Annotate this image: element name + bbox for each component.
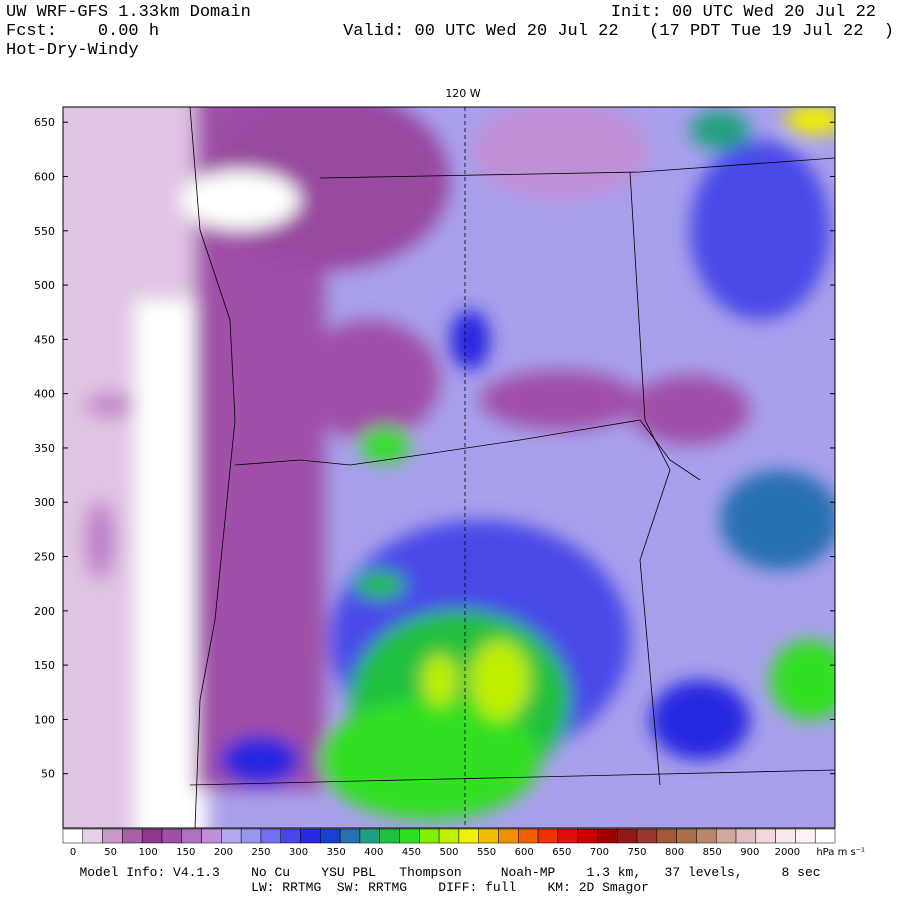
colorbar-swatch xyxy=(359,828,380,844)
colorbar-swatch xyxy=(814,828,836,844)
colorbar-label: 350 xyxy=(327,847,346,858)
colorbar-swatch xyxy=(696,828,717,844)
y-tick-label: 450 xyxy=(34,333,55,346)
colorbar-label: 0 xyxy=(70,847,76,858)
colorbar-swatch xyxy=(656,828,677,844)
y-tick-label: 150 xyxy=(34,659,55,672)
y-tick-label: 350 xyxy=(34,442,55,455)
y-tick-label: 300 xyxy=(34,496,55,509)
colorbar-swatch xyxy=(557,828,578,844)
y-tick-label: 400 xyxy=(34,388,55,401)
colorbar-swatch xyxy=(755,828,776,844)
colorbar-swatch xyxy=(636,828,658,844)
map: 120 W 5010015020025030035040045050055060… xyxy=(34,87,865,858)
colorbar-label: 650 xyxy=(552,847,571,858)
colorbar-label: 50 xyxy=(104,847,117,858)
valid-time: Valid: 00 UTC Wed 20 Jul 22 (17 PDT Tue … xyxy=(343,22,894,41)
colorbar-swatch xyxy=(597,828,618,844)
footer-line: Model Info: V4.1.3 No Cu YSU PBL Thompso… xyxy=(79,865,821,880)
colorbar-swatch xyxy=(102,828,123,844)
colorbar-swatch xyxy=(221,828,242,844)
colorbar-swatch xyxy=(775,828,796,844)
colorbar-label: 900 xyxy=(740,847,759,858)
colorbar-swatch xyxy=(795,828,816,844)
colorbar-swatch xyxy=(82,828,103,844)
colorbar-swatch xyxy=(300,828,321,844)
colorbar-swatch xyxy=(339,828,361,844)
colorbar-label: 450 xyxy=(402,847,421,858)
colorbar-swatch xyxy=(399,828,420,844)
colorbar-swatch xyxy=(419,828,440,844)
colorbar-swatch xyxy=(577,828,598,844)
product: Hot-Dry-Windy xyxy=(6,41,139,60)
colorbar-label: 750 xyxy=(627,847,646,858)
colorbar-swatch xyxy=(676,828,697,844)
colorbar-swatch xyxy=(537,828,559,844)
colorbar-swatch xyxy=(320,828,341,844)
colorbar-label: 400 xyxy=(364,847,383,858)
colorbar-swatch xyxy=(201,828,222,844)
colorbar-label: 100 xyxy=(139,847,158,858)
colorbar-swatch xyxy=(478,828,499,844)
colorbar-label: 600 xyxy=(515,847,534,858)
colorbar-swatch xyxy=(379,828,400,844)
colorbar-swatch xyxy=(438,828,460,844)
colorbar-swatch xyxy=(617,828,638,844)
colorbar-swatch xyxy=(181,828,202,844)
map-frame xyxy=(62,106,836,829)
y-tick-label: 550 xyxy=(34,225,55,238)
colorbar-swatch xyxy=(518,828,539,844)
y-tick-label: 100 xyxy=(34,713,55,726)
footer-line: LW: RRTMG SW: RRTMG DIFF: full KM: 2D Sm… xyxy=(251,880,649,895)
colorbar-label: 250 xyxy=(251,847,270,858)
forecast: Fcst: 0.00 h xyxy=(6,22,160,41)
y-tick-label: 50 xyxy=(41,768,55,781)
y-tick-label: 500 xyxy=(34,279,55,292)
colorbar-swatch xyxy=(498,828,519,844)
colorbar-swatch xyxy=(62,828,84,844)
colorbar-label: 150 xyxy=(176,847,195,858)
meridian-label: 120 W xyxy=(445,87,480,100)
title: UW WRF-GFS 1.33km Domain xyxy=(6,3,251,22)
colorbar-swatch xyxy=(715,828,737,844)
field xyxy=(63,107,835,828)
colorbar-label: 850 xyxy=(703,847,722,858)
colorbar-swatch xyxy=(280,828,301,844)
colorbar-swatch xyxy=(458,828,479,844)
y-tick-label: 250 xyxy=(34,551,55,564)
colorbar-label: 700 xyxy=(590,847,609,858)
colorbar-label: 800 xyxy=(665,847,684,858)
init-time: Init: 00 UTC Wed 20 Jul 22 xyxy=(610,3,876,22)
colorbar-label: 2000 xyxy=(775,847,800,858)
colorbar-swatch xyxy=(141,828,163,844)
y-tick-label: 650 xyxy=(34,116,55,129)
colorbar-swatch xyxy=(161,828,183,844)
colorbar-label: 200 xyxy=(214,847,233,858)
colorbar-swatch xyxy=(260,828,281,844)
colorbar-swatch xyxy=(735,828,757,844)
colorbar-label: 500 xyxy=(439,847,458,858)
colorbar-unit: hPa m s⁻¹ xyxy=(816,847,865,858)
colorbar-swatch xyxy=(240,828,262,844)
y-tick-label: 200 xyxy=(34,605,55,618)
colorbar-label: 550 xyxy=(477,847,496,858)
y-tick-label: 600 xyxy=(34,170,55,183)
colorbar-label: 300 xyxy=(289,847,308,858)
colorbar-swatch xyxy=(122,828,143,844)
